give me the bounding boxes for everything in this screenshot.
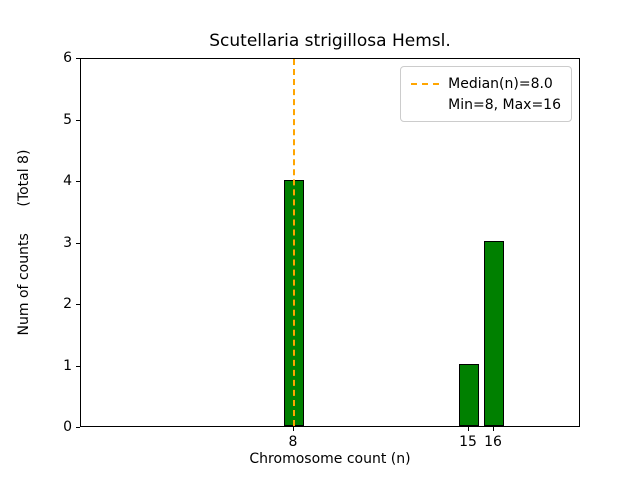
- y-tick-mark: [76, 58, 80, 59]
- legend-median-label: Median(n)=8.0: [448, 75, 553, 92]
- y-tick-mark: [76, 304, 80, 305]
- x-tick-mark: [468, 427, 469, 431]
- y-tick-mark: [76, 366, 80, 367]
- y-tick-label: 2: [63, 296, 72, 312]
- legend: Median(n)=8.0 Min=8, Max=16: [400, 66, 572, 122]
- y-tick-mark: [76, 243, 80, 244]
- chart-title: Scutellaria strigillosa Hemsl.: [209, 31, 451, 51]
- legend-row-median: Median(n)=8.0: [411, 73, 561, 94]
- legend-minmax-label: Min=8, Max=16: [448, 96, 561, 113]
- legend-row-minmax: Min=8, Max=16: [411, 94, 561, 115]
- x-tick-label: 16: [484, 434, 502, 450]
- y-tick-mark: [76, 181, 80, 182]
- x-tick-label: 8: [288, 434, 298, 450]
- bar-n15: [459, 364, 479, 426]
- y-tick-label: 1: [63, 358, 72, 374]
- median-line: [293, 59, 295, 426]
- y-tick-mark: [76, 427, 80, 428]
- y-axis-label: Num of counts (Total 8): [16, 149, 32, 336]
- x-tick-mark: [493, 427, 494, 431]
- bar-n16: [484, 241, 504, 426]
- y-tick-label: 4: [63, 173, 72, 189]
- y-tick-label: 3: [63, 235, 72, 251]
- x-tick-mark: [293, 427, 294, 431]
- y-tick-label: 6: [63, 50, 72, 66]
- median-line-legend-sample-icon: [411, 82, 440, 85]
- x-tick-label: 15: [459, 434, 477, 450]
- x-axis-label: Chromosome count (n): [249, 451, 411, 467]
- y-tick-label: 0: [63, 419, 72, 435]
- y-tick-label: 5: [63, 112, 72, 128]
- y-tick-mark: [76, 120, 80, 121]
